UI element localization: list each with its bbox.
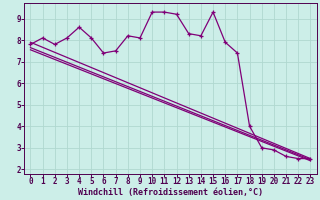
X-axis label: Windchill (Refroidissement éolien,°C): Windchill (Refroidissement éolien,°C) <box>78 188 263 197</box>
